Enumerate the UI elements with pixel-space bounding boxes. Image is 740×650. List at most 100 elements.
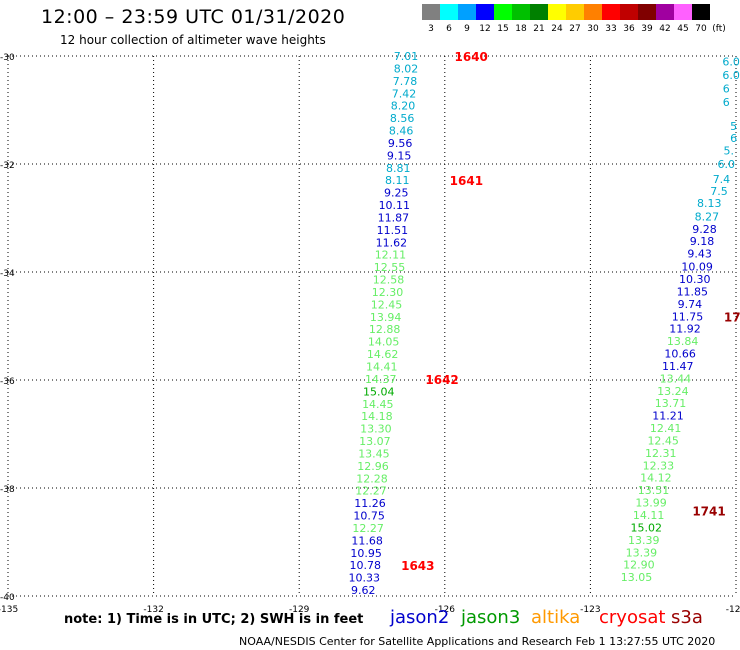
scale-swatch [458, 4, 476, 20]
wave-height-value: 6 [730, 132, 737, 145]
footer-credit: NOAA/NESDIS Center for Satellite Applica… [239, 635, 716, 648]
wave-height-value: 5 [730, 120, 737, 133]
scale-swatch [422, 4, 440, 20]
scale-swatch [530, 4, 548, 20]
wave-height-value: 6.0 [718, 158, 736, 171]
wave-height-value: 10.78 [349, 559, 381, 572]
scale-label: 36 [623, 24, 635, 34]
wave-height-value: 8.56 [390, 112, 415, 125]
wave-height-value: 8.11 [385, 174, 410, 187]
wave-height-value: 13.45 [358, 447, 390, 460]
wave-height-value: 6 [723, 82, 730, 95]
wave-height-value: 13.30 [360, 423, 392, 436]
wave-height-value: 13.24 [657, 385, 689, 398]
time-labels: 1640 1641 1642 1643 17 1741 [401, 50, 740, 573]
note-text: note: 1) Time is in UTC; 2) SWH is in fe… [64, 612, 364, 627]
wave-height-value: 8.13 [697, 197, 722, 210]
y-tick-label: -40 [0, 593, 15, 603]
satellite-legend-s3a: s3a [671, 607, 703, 628]
wave-height-value: 10.11 [379, 199, 411, 212]
wave-height-values: 7.018.027.787.428.208.568.469.569.158.81… [348, 50, 739, 597]
scale-swatch [512, 4, 530, 20]
wave-height-value: 13.51 [638, 484, 670, 497]
x-tick-label: -135 [0, 605, 18, 615]
grid-lines [7, 55, 737, 597]
scale-label: 3 [428, 24, 434, 34]
wave-height-value: 12.96 [357, 460, 389, 473]
wave-height-value: 15.02 [630, 521, 662, 534]
scale-label: 21 [533, 24, 545, 34]
scale-swatch [692, 4, 710, 20]
wave-height-value: 12.41 [650, 422, 682, 435]
time-label: 1640 [455, 50, 488, 64]
x-tick-label: -120 [726, 605, 740, 615]
scale-label: 30 [587, 24, 599, 34]
time-label: 17 [724, 310, 740, 324]
scale-label: 18 [515, 24, 527, 34]
wave-height-value: 9.25 [384, 187, 409, 200]
scale-label: 9 [464, 24, 470, 34]
scale-swatch [566, 4, 584, 20]
scale-label: 33 [605, 24, 617, 34]
wave-height-value: 7.01 [394, 50, 419, 63]
wave-height-value: 14.05 [368, 336, 400, 349]
wave-height-value: 11.62 [376, 236, 408, 249]
wave-height-value: 8.20 [391, 100, 416, 113]
wave-height-value: 9.15 [387, 149, 412, 162]
wave-height-value: 11.87 [378, 211, 410, 224]
scale-label: 70 [695, 24, 707, 34]
x-tick-label: -126 [435, 605, 456, 615]
wave-height-value: 12.90 [623, 559, 655, 572]
y-tick-label: -34 [0, 269, 15, 279]
wave-height-value: 14.12 [640, 472, 672, 485]
wave-height-value: 11.21 [652, 410, 684, 423]
scale-swatch [656, 4, 674, 20]
scale-label: 24 [551, 24, 563, 34]
page-title: 12:00 – 23:59 UTC 01/31/2020 [41, 6, 346, 28]
wave-height-value: 7.4 [713, 173, 731, 186]
scale-swatch [440, 4, 458, 20]
wave-height-value: 14.41 [366, 361, 398, 374]
wave-height-value: 9.18 [690, 235, 715, 248]
wave-height-value: 12.27 [352, 522, 384, 535]
wave-height-value: 13.44 [660, 372, 692, 385]
wave-height-value: 9.28 [692, 223, 717, 236]
wave-height-value: 13.39 [628, 534, 660, 547]
wave-height-value: 11.75 [672, 310, 704, 323]
y-tick-label: -32 [0, 161, 15, 171]
wave-height-value: 8.27 [695, 210, 720, 223]
scale-swatch [620, 4, 638, 20]
wave-height-value: 6.0 [722, 69, 740, 82]
scale-label: 39 [641, 24, 653, 34]
wave-height-value: 12.55 [374, 261, 406, 274]
wave-height-value: 10.95 [350, 547, 382, 560]
wave-height-value: 8.46 [389, 125, 414, 138]
scale-swatch [494, 4, 512, 20]
wave-height-value: 10.33 [348, 572, 380, 585]
wave-height-value: 11.85 [677, 285, 709, 298]
wave-height-value: 13.07 [359, 435, 391, 448]
x-tick-label: -129 [289, 605, 310, 615]
wave-height-value: 10.75 [353, 510, 385, 523]
wave-height-value: 5. [723, 145, 734, 158]
wave-height-value: 13.99 [635, 497, 667, 510]
y-tick-label: -30 [0, 53, 15, 63]
wave-height-value: 6.0 [722, 55, 740, 68]
wave-height-value: 8.02 [394, 62, 419, 75]
page-subtitle: 12 hour collection of altimeter wave hei… [60, 33, 326, 47]
wave-height-value: 11.26 [354, 497, 386, 510]
scale-label: 6 [446, 24, 452, 34]
wave-height-value: 8.81 [386, 162, 411, 175]
wave-height-value: 11.92 [669, 323, 701, 336]
scale-label: 27 [569, 24, 581, 34]
time-label: 1641 [450, 174, 483, 188]
scale-swatch [602, 4, 620, 20]
scale-label: 45 [677, 24, 689, 34]
wave-height-value: 12.31 [645, 447, 677, 460]
scale-label: 42 [659, 24, 671, 34]
wave-height-value: 7.78 [393, 75, 418, 88]
wave-height-value: 10.09 [681, 261, 713, 274]
scale-swatch [584, 4, 602, 20]
wave-height-value: 12.28 [356, 472, 388, 485]
